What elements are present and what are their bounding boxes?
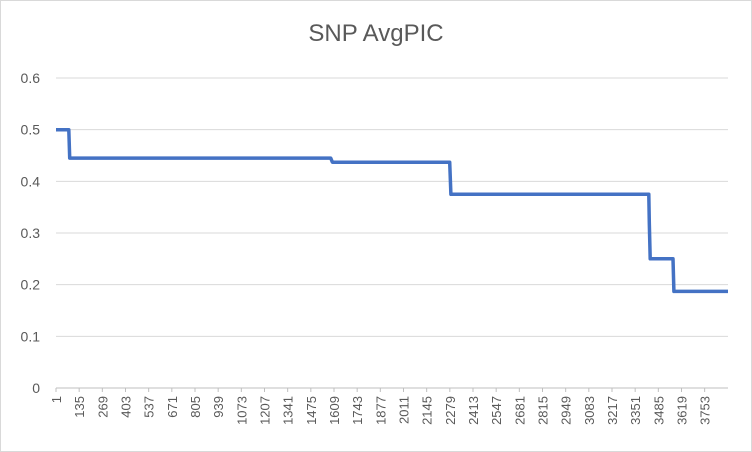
- x-tick-label: 403: [118, 396, 133, 418]
- x-tick-label: 3619: [674, 396, 689, 425]
- x-tick-label: 1207: [257, 396, 272, 425]
- x-tick-label: 3083: [582, 396, 597, 425]
- y-tick-label: 0: [32, 380, 40, 396]
- x-tick-label: 2011: [396, 396, 411, 424]
- x-tick-label: 269: [95, 396, 110, 418]
- y-tick-label: 0.3: [21, 225, 41, 241]
- y-tick-label: 0.6: [21, 70, 41, 86]
- x-tick-label: 939: [211, 396, 226, 418]
- x-tick-label: 3485: [651, 396, 666, 425]
- x-tick-label: 2681: [512, 396, 527, 425]
- x-tick-label: 805: [188, 396, 203, 418]
- x-tick-label: 2145: [420, 396, 435, 425]
- x-tick-label: 1877: [373, 396, 388, 425]
- x-tick-label: 537: [142, 396, 157, 418]
- x-tick-label: 1073: [234, 396, 249, 425]
- series-line: [56, 127, 728, 294]
- x-tick-label: 2413: [466, 396, 481, 425]
- x-tick-label: 2279: [443, 396, 458, 425]
- x-tick-label: 1475: [304, 396, 319, 425]
- x-tick-label: 1743: [350, 396, 365, 425]
- x-tick-label: 2949: [559, 396, 574, 425]
- x-tick-label: 671: [165, 396, 180, 418]
- y-tick-label: 0.4: [21, 173, 41, 189]
- y-tick-label: 0.2: [21, 277, 41, 293]
- x-tick-label: 2815: [535, 396, 550, 425]
- y-tick-label: 0.5: [21, 122, 41, 138]
- x-tick-label: 1: [49, 396, 64, 403]
- x-tick-label: 3753: [698, 396, 713, 425]
- x-tick-label: 2547: [489, 396, 504, 425]
- y-tick-label: 0.1: [21, 328, 41, 344]
- chart-title: SNP AvgPIC: [308, 20, 444, 47]
- x-tick-label: 1341: [281, 396, 296, 425]
- x-tick-label: 135: [72, 396, 87, 418]
- x-tick-label: 1609: [327, 396, 342, 425]
- x-tick-label: 3217: [605, 396, 620, 425]
- x-tick-label: 3351: [628, 396, 643, 425]
